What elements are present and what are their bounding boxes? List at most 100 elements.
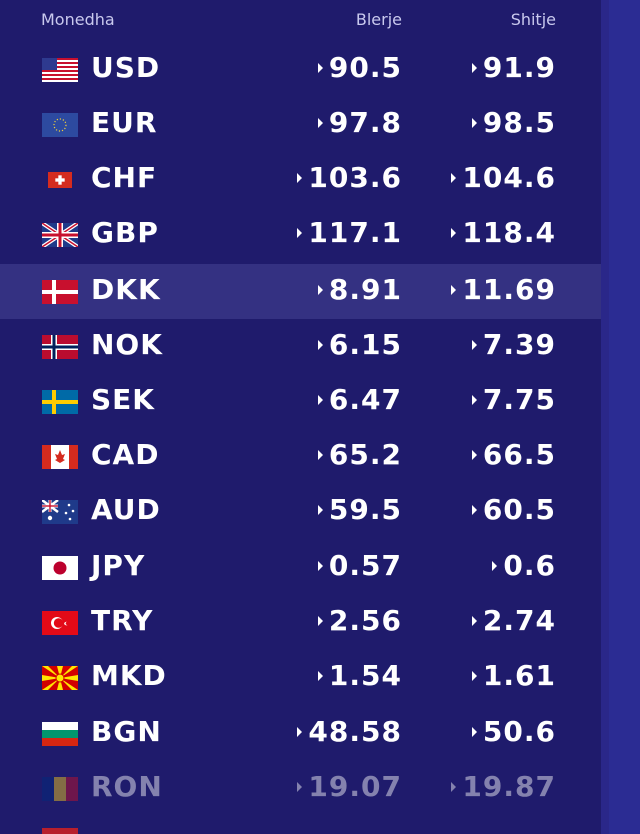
buy-rate: 0.57 [317, 549, 402, 582]
sell-rate: 0.6 [492, 549, 556, 582]
caret-right-icon [471, 726, 477, 737]
caret-right-icon [317, 449, 323, 460]
currency-code: RON [91, 770, 163, 803]
caret-right-icon [471, 615, 477, 626]
currency-code: SEK [91, 383, 155, 416]
sell-rate: 7.75 [471, 383, 556, 416]
currency-code: JPY [91, 549, 146, 582]
ro-flag-icon [42, 777, 78, 801]
table-row[interactable]: SEK 6.47 7.75 [0, 374, 601, 429]
buy-rate: 117.1 [297, 216, 402, 249]
mk-flag-icon [42, 666, 78, 690]
table-row[interactable]: RON 19.07 19.87 [0, 761, 601, 816]
jp-flag-icon [42, 556, 78, 580]
buy-rate: 6.15 [317, 328, 402, 361]
table-row[interactable]: TRY 2.56 2.74 [0, 595, 601, 650]
tr-flag-icon [42, 611, 78, 635]
table-header: Monedha Blerje Shitje [0, 0, 601, 40]
caret-right-icon [471, 62, 477, 73]
caret-right-icon [297, 172, 303, 183]
se-flag-icon [42, 390, 78, 414]
currency-code: AUD [91, 493, 161, 526]
currency-code: USD [91, 51, 161, 84]
bg-flag-icon [42, 722, 78, 746]
table-row[interactable]: NOK 6.15 7.39 [0, 319, 601, 374]
caret-right-icon [451, 284, 457, 295]
caret-right-icon [317, 394, 323, 405]
sell-rate: 66.5 [471, 438, 556, 471]
caret-right-icon [471, 339, 477, 350]
buy-rate: 103.6 [297, 161, 402, 194]
table-row[interactable]: GBP 117.1 118.4 [0, 207, 601, 262]
header-sell: Shitje [510, 10, 556, 29]
header-currency: Monedha [41, 10, 115, 29]
buy-rate: 48.58 [297, 715, 402, 748]
exchange-rate-panel: Monedha Blerje Shitje USD 90.5 91.9 [0, 0, 601, 834]
buy-rate: 1.54 [317, 659, 402, 692]
table-row[interactable]: BGN 48.58 50.6 [0, 706, 601, 761]
caret-right-icon [297, 726, 303, 737]
sell-rate: 2.74 [471, 604, 556, 637]
buy-rate: 65.2 [317, 438, 402, 471]
currency-code: DKK [91, 273, 161, 306]
currency-code: GBP [91, 216, 159, 249]
table-row[interactable]: MKD 1.54 1.61 [0, 650, 601, 705]
caret-right-icon [297, 781, 303, 792]
caret-right-icon [317, 117, 323, 128]
caret-right-icon [471, 449, 477, 460]
sell-rate: 11.69 [451, 273, 556, 306]
buy-rate: 90.5 [317, 51, 402, 84]
sell-rate: 118.4 [451, 216, 556, 249]
currency-code: NOK [91, 328, 163, 361]
sell-rate: 98.5 [471, 106, 556, 139]
sell-rate: 7.39 [471, 328, 556, 361]
buy-rate: 59.5 [317, 493, 402, 526]
header-buy: Blerje [355, 10, 402, 29]
currency-code: CAD [91, 438, 160, 471]
caret-right-icon [492, 560, 498, 571]
caret-right-icon [297, 227, 303, 238]
caret-right-icon [317, 62, 323, 73]
eu-flag-icon [42, 113, 78, 137]
currency-code: CHF [91, 161, 158, 194]
side-panel-edge [609, 0, 640, 834]
sell-rate: 1.61 [471, 659, 556, 692]
currency-code: MKD [91, 659, 167, 692]
table-row[interactable]: USD 90.5 91.9 [0, 42, 601, 97]
table-row[interactable]: CAD 65.2 66.5 [0, 429, 601, 484]
sell-rate: 19.87 [451, 770, 556, 803]
buy-rate: 97.8 [317, 106, 402, 139]
dk-flag-icon [42, 280, 78, 304]
buy-rate: 8.91 [317, 273, 402, 306]
scrollbar-track[interactable] [601, 0, 609, 834]
ch-flag-icon [48, 172, 72, 188]
no-flag-icon [42, 335, 78, 359]
caret-right-icon [451, 781, 457, 792]
table-row[interactable]: DKK 8.91 11.69 [0, 264, 601, 319]
au-flag-icon [42, 500, 78, 524]
next-flag-partial [42, 828, 78, 834]
caret-right-icon [317, 339, 323, 350]
table-row[interactable]: JPY 0.57 0.6 [0, 540, 601, 595]
table-row[interactable]: AUD 59.5 60.5 [0, 484, 601, 539]
caret-right-icon [451, 172, 457, 183]
currency-code: EUR [91, 106, 158, 139]
buy-rate: 6.47 [317, 383, 402, 416]
caret-right-icon [471, 670, 477, 681]
table-row[interactable]: EUR 97.8 98.5 [0, 97, 601, 152]
caret-right-icon [317, 615, 323, 626]
sell-rate: 91.9 [471, 51, 556, 84]
sell-rate: 104.6 [451, 161, 556, 194]
buy-rate: 2.56 [317, 604, 402, 637]
table-row[interactable]: CHF 103.6 104.6 [0, 152, 601, 207]
buy-rate: 19.07 [297, 770, 402, 803]
caret-right-icon [317, 284, 323, 295]
caret-right-icon [451, 227, 457, 238]
ca-flag-icon [42, 445, 78, 469]
caret-right-icon [317, 560, 323, 571]
currency-code: BGN [91, 715, 162, 748]
sell-rate: 60.5 [471, 493, 556, 526]
caret-right-icon [471, 504, 477, 515]
us-flag-icon [42, 58, 78, 82]
gb-flag-icon [42, 223, 78, 247]
